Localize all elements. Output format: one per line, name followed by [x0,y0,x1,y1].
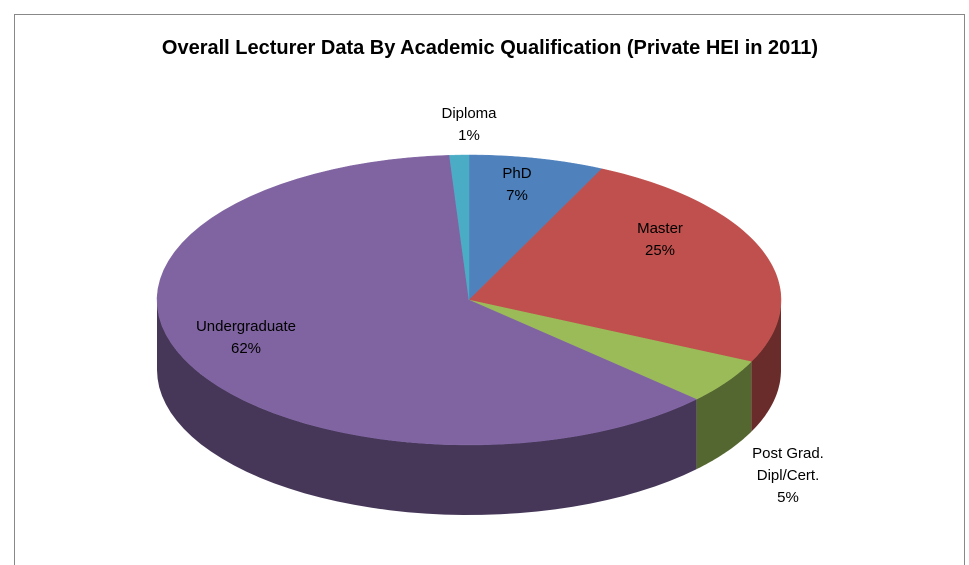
slice-name: Undergraduate [195,318,297,335]
chart-title: Overall Lecturer Data By Academic Qualif… [161,37,819,59]
pie-slice [449,154,470,301]
slice-name: Master [637,220,683,237]
slice-name: PhD [502,165,532,182]
slice-value: 25% [644,242,676,259]
slice-value: 7% [506,187,528,204]
pie-slice [156,155,698,446]
data-label: Post Grad. Dipl/Cert. 5% [738,443,838,509]
slice-name: Post Grad. Dipl/Cert. [752,445,824,484]
pie-side [696,361,752,470]
pie-slice [468,168,782,362]
slice-value: 5% [777,489,799,506]
data-label: Undergraduate 62% [166,316,326,360]
data-label: PhD 7% [477,163,557,207]
chart-frame [14,14,965,565]
data-label: Diploma 1% [424,103,514,147]
pie-slice [468,299,752,400]
pie-side [751,300,781,432]
slice-name: Diploma [441,105,497,122]
slice-value: 62% [230,340,262,357]
slice-value: 1% [458,127,480,144]
data-label: Master 25% [610,218,710,262]
pie-side [157,300,697,515]
pie-slice [468,154,603,301]
